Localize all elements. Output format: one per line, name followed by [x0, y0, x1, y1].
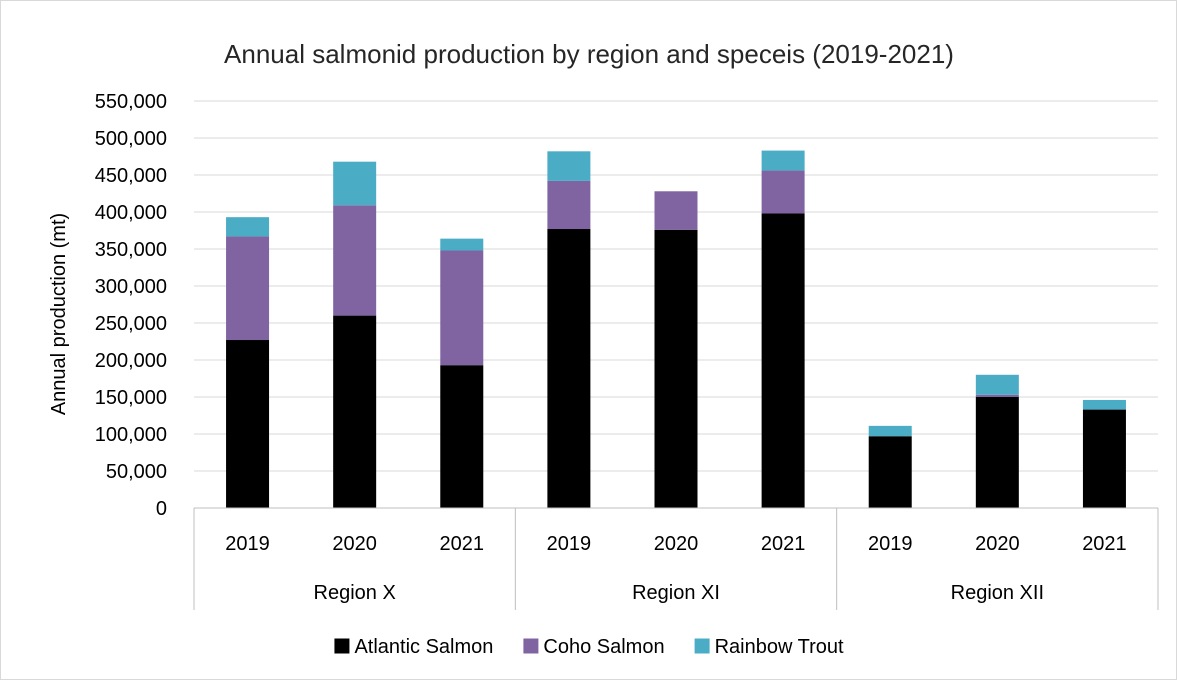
y-tick-label: 100,000 [95, 424, 167, 446]
bar-segment [761, 170, 805, 214]
x-tick-label: 2021 [761, 533, 806, 555]
y-tick-label: 350,000 [95, 239, 167, 261]
bar-segment [440, 250, 484, 366]
y-tick-label: 400,000 [95, 202, 167, 224]
legend-swatch [523, 638, 539, 654]
y-tick-label: 300,000 [95, 276, 167, 298]
bar-segment [226, 217, 270, 237]
x-tick-label: 2020 [332, 533, 377, 555]
y-tick-label: 450,000 [95, 165, 167, 187]
y-tick-label: 550,000 [95, 91, 167, 113]
y-tick-label: 0 [156, 498, 167, 520]
bar-segment [1082, 399, 1126, 410]
bar-segment [440, 365, 484, 508]
bar-segment [761, 213, 805, 509]
y-tick-label: 250,000 [95, 313, 167, 335]
bar-segment [547, 180, 591, 230]
bar-segment [1082, 409, 1126, 508]
bar-segment [975, 394, 1019, 397]
chart-title: Annual salmonid production by region and… [224, 39, 954, 69]
bars [226, 150, 1126, 509]
bar-segment [975, 397, 1019, 508]
legend-label: Coho Salmon [543, 636, 664, 658]
bar-segment [868, 425, 912, 437]
y-tick-label: 200,000 [95, 350, 167, 372]
x-tick-label: 2020 [975, 533, 1020, 555]
y-tick-label: 150,000 [95, 387, 167, 409]
x-tick-label: 2019 [547, 533, 592, 555]
legend: Atlantic Salmon Coho Salmon Rainbow Trout [334, 636, 844, 658]
bar-segment [226, 236, 270, 341]
legend-label: Atlantic Salmon [354, 636, 493, 658]
group-label: Region X [314, 582, 396, 604]
legend-swatch [694, 638, 710, 654]
y-tick-label: 50,000 [106, 461, 167, 483]
x-tick-label: 2019 [868, 533, 913, 555]
bar-segment [226, 340, 270, 508]
bar-segment [440, 238, 484, 251]
x-tick-label: 2019 [225, 533, 270, 555]
group-label: Region XII [951, 582, 1044, 604]
bar-segment [654, 229, 698, 508]
bar-segment [975, 374, 1019, 395]
bar-segment [654, 191, 698, 230]
legend-swatch [334, 638, 350, 654]
legend-label: Rainbow Trout [715, 636, 844, 658]
bar-segment [333, 161, 377, 206]
bar-segment [333, 315, 377, 508]
bar-segment [333, 205, 377, 316]
bar-segment [547, 229, 591, 508]
x-tick-label: 2020 [654, 533, 699, 555]
bar-segment [761, 150, 805, 171]
y-axis-label: Annual production (mt) [48, 213, 70, 415]
y-axis-ticks: 0 50,000 100,000 150,000 200,000 250,000 300,0… [95, 91, 167, 520]
bar-segment [547, 151, 591, 181]
bar-segment [868, 436, 912, 508]
y-tick-label: 500,000 [95, 128, 167, 150]
x-tick-label: 2021 [440, 533, 485, 555]
x-tick-label: 2021 [1082, 533, 1127, 555]
x-axis: 2019 2020 2021 Region X 2019 2020 2021 Region X… [193, 507, 1159, 610]
group-label: Region XI [632, 582, 720, 604]
